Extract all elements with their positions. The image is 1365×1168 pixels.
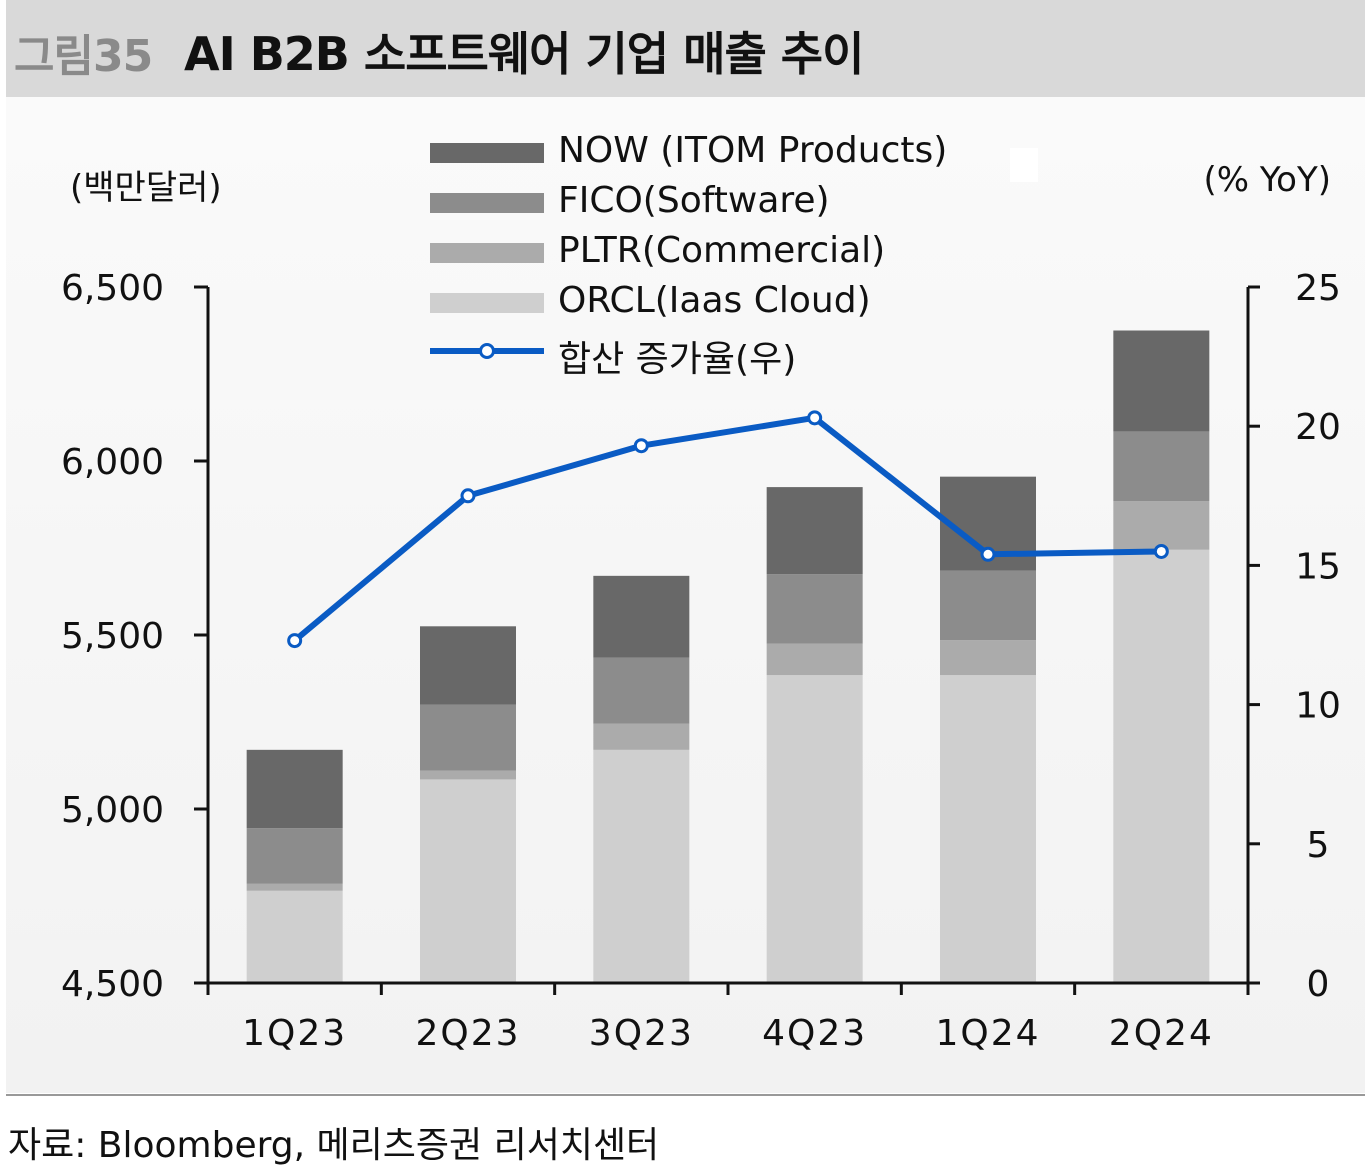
bar-segment-1Q23-0 — [246, 890, 343, 983]
left-axis-unit: (백만달러) — [70, 168, 222, 208]
bar-segment-2Q23-2 — [420, 704, 516, 771]
right-axis-unit: (% YoY) — [1203, 160, 1331, 200]
legend-item-now: NOW (ITOM Products) — [430, 128, 990, 178]
figure-number: 그림35 — [14, 31, 153, 82]
bar-segment-4Q23-1 — [766, 643, 863, 676]
legend-label-orcl: ORCL(Iaas Cloud) — [558, 280, 871, 321]
bar-segment-4Q23-2 — [766, 574, 863, 644]
growth-point-2Q24 — [1153, 543, 1169, 559]
x-tick-label-1Q23: 1Q23 — [242, 1013, 347, 1054]
left-tick-label-4: 6,500 — [61, 268, 164, 309]
left-tick-label-3: 6,000 — [61, 442, 164, 483]
bar-segment-2Q23-3 — [420, 626, 516, 705]
legend-swatch-fico — [430, 193, 544, 213]
growth-line — [292, 414, 1162, 643]
left-tick-label-0: 4,500 — [61, 964, 164, 1005]
left-tick-label-1: 5,000 — [61, 790, 164, 831]
right-tick-label-5: 25 — [1295, 268, 1341, 309]
bar-segment-1Q24-0 — [940, 675, 1036, 983]
right-tick-label-4: 20 — [1295, 407, 1341, 448]
bar-segment-1Q23-2 — [246, 828, 343, 884]
legend-item-fico: FICO(Software) — [430, 178, 990, 228]
bar-segment-3Q23-3 — [593, 575, 690, 658]
bar-segment-3Q23-2 — [593, 657, 690, 724]
figure-header: 그림35 AI B2B 소프트웨어 기업 매출 추이 — [6, 0, 1365, 97]
bar-segment-2Q24-2 — [1113, 431, 1210, 502]
legend-swatch-pltr — [430, 243, 544, 263]
legend-item-growth: 합산 증가율(우) — [430, 328, 990, 380]
legend-swatch-orcl — [430, 293, 544, 313]
legend-label-pltr: PLTR(Commercial) — [558, 230, 886, 271]
x-tick-label-2Q24: 2Q24 — [1109, 1013, 1214, 1054]
legend-item-orcl: ORCL(Iaas Cloud) — [430, 278, 990, 328]
left-tick-label-2: 5,500 — [61, 616, 164, 657]
stacked-bar-chart: 4,500 5,000 5,500 6,000 6,500 0 5 10 15 20 25 1Q23 2… — [61, 268, 1341, 1054]
legend-label-now: NOW (ITOM Products) — [558, 130, 948, 171]
x-tick-label-1Q24: 1Q24 — [935, 1013, 1040, 1054]
bar-segment-3Q23-1 — [593, 723, 690, 750]
legend-marker-growth — [479, 343, 495, 359]
bar-segment-1Q24-2 — [940, 570, 1036, 641]
legend-label-growth: 합산 증가율(우) — [558, 339, 797, 380]
growth-point-1Q24 — [980, 546, 996, 562]
legend-item-pltr: PLTR(Commercial) — [430, 228, 990, 278]
x-tick-label-2Q23: 2Q23 — [415, 1013, 520, 1054]
x-tick-label-4Q23: 4Q23 — [762, 1013, 867, 1054]
right-tick-label-2: 10 — [1295, 686, 1341, 727]
bar-segment-4Q23-3 — [766, 487, 863, 575]
bar-segment-4Q23-0 — [766, 675, 863, 983]
legend-swatch-now — [430, 143, 544, 163]
x-tick-label-3Q23: 3Q23 — [589, 1013, 694, 1054]
legend-label-fico: FICO(Software) — [558, 180, 830, 221]
bar-segment-2Q23-0 — [420, 779, 516, 983]
bar-segment-2Q24-0 — [1113, 549, 1210, 983]
source-note: 자료: Bloomberg, 메리츠증권 리서치센터 — [8, 1125, 660, 1166]
bar-segment-2Q23-1 — [420, 770, 516, 780]
growth-point-4Q23 — [807, 410, 823, 426]
bar-segment-2Q24-3 — [1113, 330, 1210, 432]
figure-title: AI B2B 소프트웨어 기업 매출 추이 — [184, 27, 864, 81]
bar-segment-3Q23-0 — [593, 749, 690, 983]
right-tick-label-0: 0 — [1307, 964, 1330, 1005]
decorative-box — [1010, 148, 1038, 182]
growth-point-1Q23 — [287, 633, 303, 649]
growth-point-3Q23 — [633, 438, 649, 454]
bar-segment-1Q24-1 — [940, 640, 1036, 676]
source-divider — [6, 1094, 1365, 1096]
right-tick-label-1: 5 — [1307, 825, 1330, 866]
right-tick-label-3: 15 — [1295, 546, 1341, 587]
bar-segment-1Q23-3 — [246, 749, 343, 829]
bar-segment-1Q23-1 — [246, 883, 343, 891]
growth-point-2Q23 — [460, 488, 476, 504]
bar-segment-2Q24-1 — [1113, 501, 1210, 550]
